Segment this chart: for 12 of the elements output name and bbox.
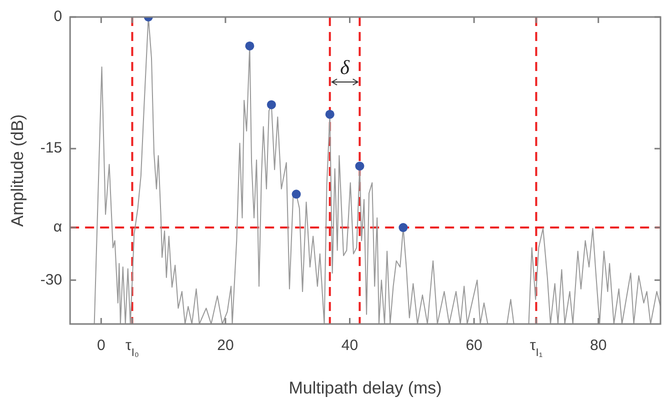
y-tick-label: α (53, 218, 62, 236)
x-axis-title: Multipath delay (ms) (288, 378, 442, 398)
x-tick-label: 0 (96, 337, 106, 354)
y-tick-label: 0 (54, 8, 62, 26)
x-tick-label: 80 (590, 337, 607, 354)
x-tick-label: 20 (217, 337, 234, 354)
annotation: δ (340, 57, 350, 79)
x-tick-label: 40 (341, 337, 358, 354)
y-tick-label: -15 (40, 140, 62, 157)
y-axis-title: Amplitude (dB) (8, 114, 27, 227)
y-tick-label: -30 (40, 271, 62, 288)
x-tick-label: 60 (466, 337, 482, 354)
